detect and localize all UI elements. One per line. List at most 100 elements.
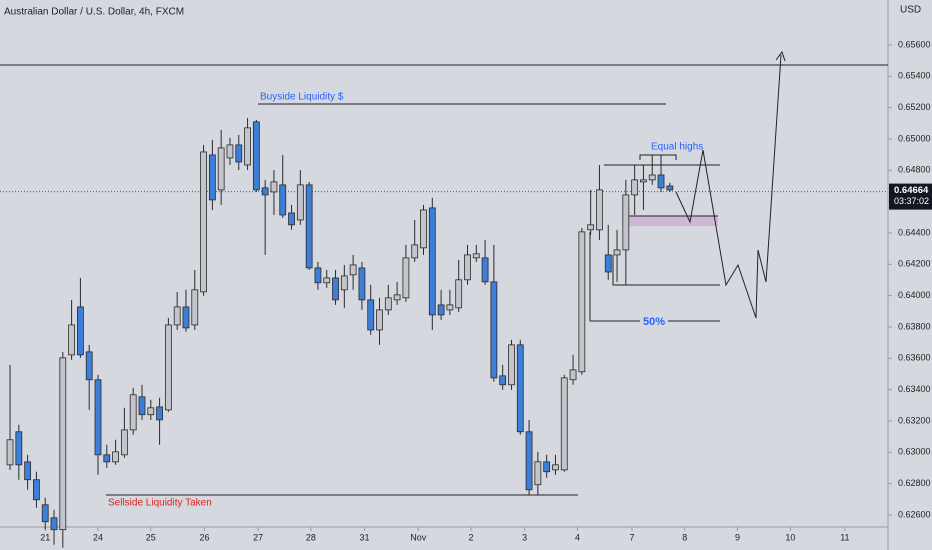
y-tick-label: 0.64400 [898,227,931,237]
candle-body [349,264,357,276]
y-tick-label: 0.65200 [898,102,931,112]
candle-body [173,306,181,326]
candle-body [464,254,471,281]
candle-body [103,454,111,463]
candle-body [428,207,436,316]
candle-body [481,257,489,283]
candle-body [525,431,533,491]
candle-body [393,294,401,301]
candle-body [314,267,322,284]
candle-body [472,253,480,259]
candle-body [121,429,128,456]
order-block [625,216,718,226]
y-tick-label: 0.65400 [898,71,931,81]
y-tick-label: 0.64800 [898,165,931,175]
candle-body [455,279,463,309]
candle-body [604,254,612,273]
x-tick-label: 11 [840,532,849,542]
candle-body [261,187,269,196]
candle-body [622,194,630,251]
y-tick-label: 0.63800 [898,321,931,331]
candle-body [164,324,172,411]
y-tick-label: 0.65000 [898,133,931,143]
candle-body [59,357,67,531]
candle-body [631,179,639,196]
candle-body [666,185,674,191]
candle-body [534,461,542,486]
candle-body [657,174,665,189]
candle-body [279,184,287,216]
candle-body [569,369,577,381]
x-tick-label: 31 [360,532,370,542]
candle-body [296,184,304,221]
candle-body [68,324,76,356]
candle-body [41,504,49,523]
x-tick-label: 27 [253,532,263,542]
candle-body [182,306,190,329]
candle-body [411,244,419,259]
x-tick-label: Nov [410,532,427,542]
y-tick-label: 0.64000 [898,290,931,300]
candle-body [252,121,260,191]
equal-highs-label: Equal highs [651,142,703,153]
candle-body [402,257,410,299]
x-tick-label: 25 [146,532,156,542]
candle-body [640,179,647,183]
candle-body [376,309,383,331]
candle-body [50,517,58,531]
candle-body [77,306,84,356]
candle-body [85,351,93,381]
y-tick-label: 0.65600 [898,39,931,49]
candle-body [552,464,559,471]
x-tick-label: 7 [629,532,634,542]
candle-body [305,184,313,269]
candle-body [24,461,32,481]
candle-body [384,297,392,311]
y-tick-label: 0.64200 [898,259,931,269]
x-tick-label: 10 [785,532,795,542]
last-price-box [889,183,932,210]
candle-body [596,189,603,231]
equal-highs-bracket [639,154,677,160]
candle-body [437,304,445,316]
x-tick-label: 26 [199,532,209,542]
candle-body [490,281,498,379]
candle-body [543,461,551,473]
candle-body [208,154,216,201]
candle-body [578,231,586,373]
candle-body [367,299,375,331]
candle-body [129,394,137,431]
candle-body [191,289,199,326]
x-tick-label: 8 [682,532,687,542]
buyside-label: Buyside Liquidity $ [260,92,344,103]
candle-body [613,249,621,256]
candle-body [516,344,524,433]
countdown-label: 03:37:02 [894,196,929,206]
candle-body [270,181,278,193]
drawings [0,50,888,496]
candle-body [332,277,339,301]
y-tick-label: 0.63600 [898,353,931,363]
candle-body [560,377,568,471]
candle-body [420,209,427,249]
candle-body [499,375,507,386]
candle-body [648,174,656,181]
candle-body [323,277,331,284]
candle-body [147,407,155,416]
low-line [612,255,720,286]
candle-body [156,406,163,421]
y-axis-label: USD [900,5,921,16]
candle-body [358,267,366,301]
y-tick-label: 0.63000 [898,447,931,457]
candle-body [508,344,515,386]
candle-body [6,439,14,466]
x-tick-label: 24 [93,532,103,542]
x-tick-label: 3 [522,532,527,542]
candle-body [94,379,102,456]
x-tick-label: 9 [735,532,740,542]
y-tick-label: 0.62600 [898,509,931,519]
y-tick-label: 0.63400 [898,384,931,394]
y-tick-label: 0.63200 [898,415,931,425]
